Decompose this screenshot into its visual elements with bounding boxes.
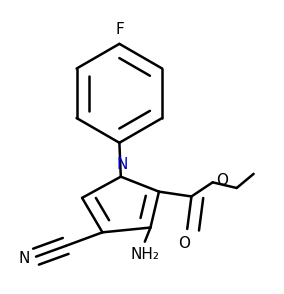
Text: O: O bbox=[216, 173, 228, 188]
Text: N: N bbox=[18, 250, 30, 265]
Text: O: O bbox=[178, 236, 190, 251]
Text: N: N bbox=[116, 157, 128, 172]
Text: NH₂: NH₂ bbox=[130, 247, 159, 262]
Text: F: F bbox=[115, 22, 124, 37]
